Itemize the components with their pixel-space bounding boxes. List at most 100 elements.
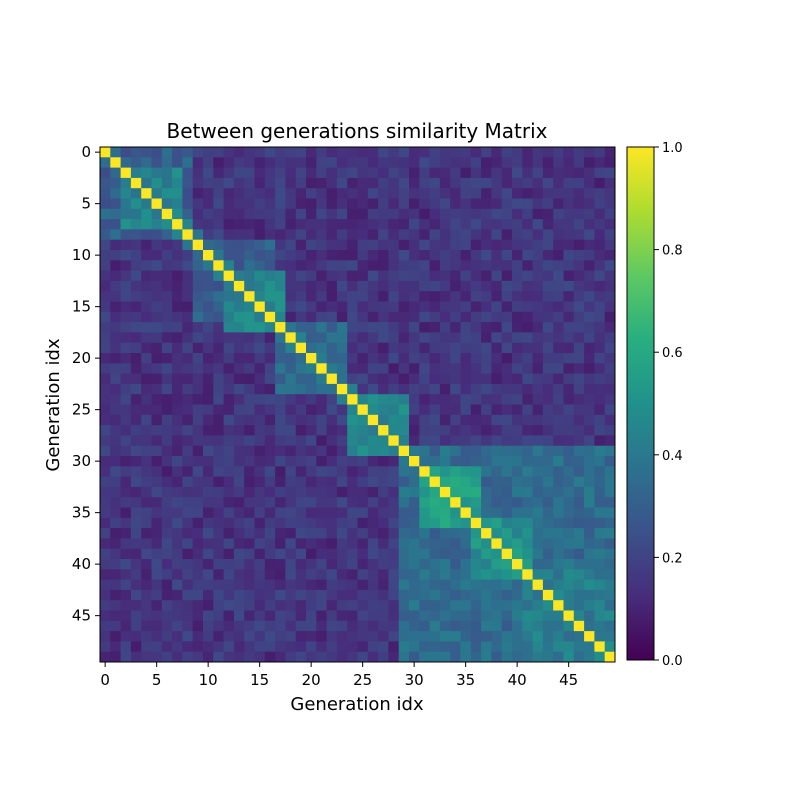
heatmap-cell [378,239,389,251]
heatmap-cell [306,579,317,591]
heatmap-cell [295,394,307,405]
heatmap-cell [110,219,121,230]
heatmap-cell [470,394,482,405]
heatmap-cell [264,610,276,622]
heatmap-cell [542,600,554,611]
heatmap-cell [306,538,317,550]
heatmap-cell [254,239,266,251]
heatmap-cell [501,342,513,354]
heatmap-cell [388,167,400,179]
heatmap-cell [264,548,276,560]
heatmap-cell [347,198,358,210]
heatmap-cell [151,610,163,622]
heatmap-cell [553,425,564,436]
heatmap-cell [398,250,410,261]
heatmap-cell [244,569,255,580]
heatmap-cell [182,548,194,560]
heatmap-cell [542,631,554,642]
heatmap-cell [388,569,400,580]
heatmap-cell [306,342,317,354]
heatmap-cell [481,270,492,282]
heatmap-cell [542,445,554,457]
heatmap-cell [110,239,121,251]
heatmap-cell [285,651,297,663]
heatmap-cell [326,311,338,323]
heatmap-cell [336,198,348,210]
heatmap-cell [409,353,420,364]
heatmap-cell [336,486,348,498]
heatmap-cell [481,167,492,179]
heatmap-cell [254,157,266,168]
heatmap-cell [573,270,585,282]
heatmap-cell [450,579,461,591]
heatmap-cell [151,476,163,488]
y-tick-label: 45 [72,607,91,625]
heatmap-cell [326,620,338,632]
heatmap-cell [367,167,379,179]
heatmap-cell [326,404,338,416]
heatmap-cell [120,353,132,364]
heatmap-cell [388,579,400,591]
heatmap-cell [522,394,533,405]
heatmap-cell [347,600,358,611]
heatmap-cell [141,476,152,488]
heatmap-cell [316,507,327,519]
heatmap-cell [254,456,266,467]
heatmap-cell [439,394,451,405]
heatmap-cell [542,394,554,405]
heatmap-cell [120,486,132,498]
heatmap-cell [254,363,266,374]
heatmap-cell [398,188,410,199]
heatmap-cell [409,486,420,498]
heatmap-cell [522,569,533,580]
heatmap-cell [141,260,152,271]
heatmap-cell [223,528,235,539]
heatmap-cell [285,208,297,220]
heatmap-cell [254,445,266,457]
heatmap-cell [233,301,245,313]
heatmap-cell [141,435,152,447]
heatmap-cell [347,507,358,519]
heatmap-cell [594,322,606,333]
heatmap-cell [409,157,420,168]
heatmap-cell [130,322,142,333]
heatmap-cell [367,445,379,457]
heatmap-cell [172,589,183,601]
heatmap-cell [254,631,266,642]
heatmap-cell [316,579,327,591]
heatmap-cell [460,311,472,323]
heatmap-cell [594,456,606,467]
heatmap-cell [151,219,163,230]
heatmap-cell [182,579,194,591]
heatmap-cell [161,270,173,282]
heatmap-cell [388,559,400,570]
heatmap-cell [233,198,245,210]
heatmap-cell [419,332,430,344]
heatmap-cell [542,517,554,529]
heatmap-cell [254,517,266,529]
heatmap-cell [522,198,533,210]
heatmap-cell [532,466,544,477]
heatmap-cell [130,600,142,611]
heatmap-cell [532,435,544,447]
heatmap-cell [491,332,503,344]
heatmap-cell [398,311,410,323]
heatmap-cell [151,208,163,220]
heatmap-cell [563,414,575,426]
heatmap-cell [306,280,317,292]
heatmap-cell [254,260,266,271]
heatmap-cell [336,332,348,344]
heatmap-cell [223,589,235,601]
heatmap-cell [388,373,400,385]
heatmap-cell [419,620,430,632]
heatmap-cell [285,177,297,189]
heatmap-cell [172,538,183,550]
heatmap-cell [172,456,183,467]
heatmap-cell [120,456,132,467]
heatmap-cell [429,208,441,220]
heatmap-cell [481,342,492,354]
heatmap-cell [604,219,616,230]
heatmap-cell [192,456,204,467]
heatmap-cell [388,466,400,477]
heatmap-cell [553,260,564,271]
